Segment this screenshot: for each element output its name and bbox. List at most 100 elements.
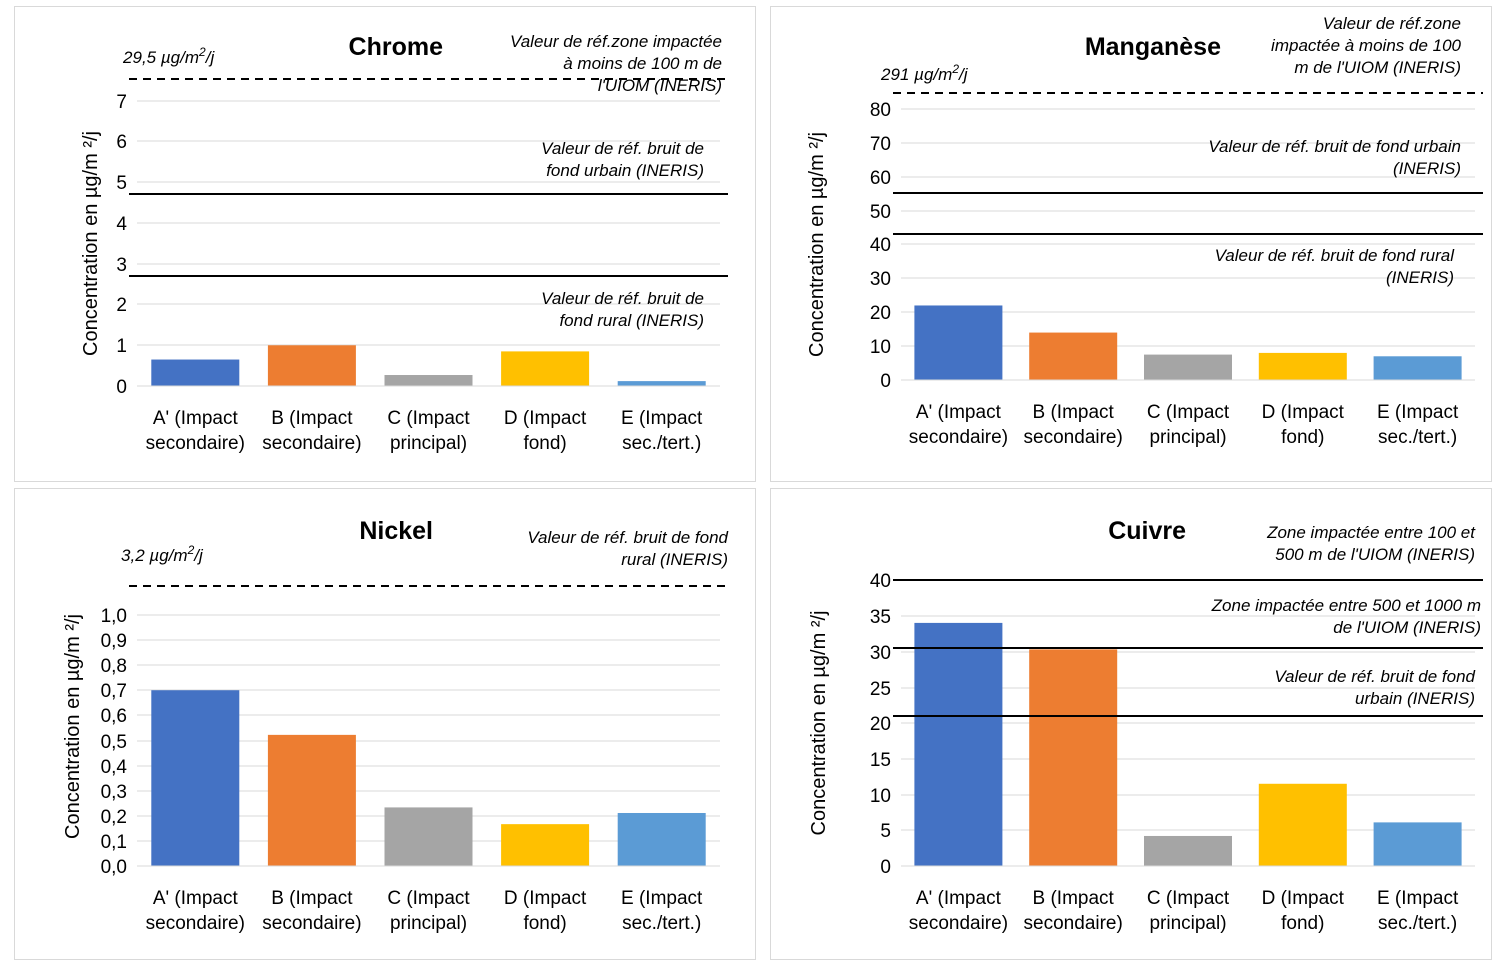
reference-line-label: Valeur de réf. bruit de fond rural (INERI… bbox=[541, 289, 704, 330]
reference-value-label: 291 µg/m2/j bbox=[880, 62, 969, 84]
bar bbox=[384, 375, 473, 386]
category-label: B (Impact secondaire) bbox=[262, 888, 361, 934]
y-axis-label: Concentration en µg/m ²/j bbox=[80, 131, 102, 356]
y-tick-label: 60 bbox=[870, 168, 891, 189]
chart-svg: 0 1 2 3 4 5 6 7 Concentration en µg/m ²/j A' (Imp… bbox=[80, 32, 728, 454]
chart-title: Nickel bbox=[359, 517, 433, 545]
bar bbox=[267, 345, 356, 386]
y-axis-label: Concentration en µg/m ²/j bbox=[806, 132, 828, 357]
y-tick-label: 30 bbox=[870, 643, 891, 664]
category-label: D (Impact fond) bbox=[504, 888, 587, 934]
chart-svg: 0,0 0,1 0,2 0,3 0,4 0,5 0,6 0,7 0,8 0,9 1,0 Concent… bbox=[62, 517, 729, 934]
bar bbox=[151, 690, 240, 866]
y-tick-label: 80 bbox=[870, 100, 891, 121]
chart-title: Manganèse bbox=[1085, 33, 1221, 61]
chart-panel-chrome: 0 1 2 3 4 5 6 7 Concentration en µg/m ²/j A' (Imp… bbox=[14, 6, 756, 482]
y-tick-label: 2 bbox=[116, 295, 127, 316]
bar bbox=[1029, 649, 1118, 866]
y-tick-label: 40 bbox=[870, 571, 891, 592]
y-tick-label: 0,3 bbox=[101, 782, 127, 803]
category-label: B (Impact secondaire) bbox=[1024, 402, 1123, 448]
y-tick-label: 20 bbox=[870, 714, 891, 735]
y-tick-label: 0 bbox=[880, 371, 891, 392]
category-label: C (Impact principal) bbox=[387, 408, 470, 454]
category-label: A' (Impact secondaire) bbox=[909, 888, 1008, 934]
y-tick-label: 0,0 bbox=[101, 857, 127, 878]
category-label: A' (Impact secondaire) bbox=[909, 402, 1008, 448]
y-tick-label: 7 bbox=[116, 92, 127, 113]
bar bbox=[501, 824, 590, 866]
reference-line-label: Valeur de réf. bruit de fond urbain (INER… bbox=[1208, 137, 1461, 178]
reference-line-label: Valeur de réf. bruit de fond rural (INERI… bbox=[527, 528, 728, 569]
category-label: D (Impact fond) bbox=[1262, 402, 1345, 448]
category-label: E (Impact sec./tert.) bbox=[1377, 888, 1459, 934]
bar bbox=[1144, 835, 1232, 866]
y-tick-label: 5 bbox=[116, 173, 127, 194]
y-tick-label: 0,1 bbox=[101, 832, 127, 853]
y-tick-label: 5 bbox=[880, 821, 891, 842]
y-tick-label: 30 bbox=[870, 269, 891, 290]
y-tick-label: 0,4 bbox=[101, 757, 128, 778]
y-tick-label: 0,6 bbox=[101, 706, 127, 727]
reference-line-label: Valeur de réf. bruit de fond urbain (INER… bbox=[1274, 667, 1475, 708]
category-label: E (Impact sec./tert.) bbox=[621, 888, 703, 934]
category-label: D (Impact fond) bbox=[504, 408, 587, 454]
reference-line-label: Valeur de réf.zone impactée à moins de 10… bbox=[1271, 14, 1461, 77]
category-label: A' (Impact secondaire) bbox=[146, 888, 245, 934]
bar bbox=[501, 351, 590, 386]
y-tick-label: 6 bbox=[116, 132, 127, 153]
y-tick-label: 0,2 bbox=[101, 807, 127, 828]
reference-value-label: 3,2 µg/m2/j bbox=[121, 543, 204, 565]
reference-value-label: 29,5 µg/m2/j bbox=[122, 45, 215, 67]
category-label: D (Impact fond) bbox=[1262, 888, 1345, 934]
bar bbox=[617, 812, 706, 866]
category-label: E (Impact sec./tert.) bbox=[1377, 402, 1459, 448]
category-label: B (Impact secondaire) bbox=[1024, 888, 1123, 934]
bar bbox=[267, 734, 356, 866]
bar bbox=[914, 622, 1003, 866]
y-tick-label: 10 bbox=[870, 337, 891, 358]
bar bbox=[384, 807, 473, 866]
y-tick-label: 15 bbox=[870, 750, 891, 771]
y-tick-label: 50 bbox=[870, 202, 891, 223]
bar bbox=[914, 305, 1003, 380]
y-tick-label: 0,7 bbox=[101, 681, 127, 702]
y-tick-label: 40 bbox=[870, 235, 891, 256]
bar bbox=[1144, 354, 1232, 380]
y-tick-label: 25 bbox=[870, 679, 891, 700]
chart-title: Cuivre bbox=[1108, 517, 1186, 545]
y-tick-label: 0,9 bbox=[101, 631, 127, 652]
category-label: E (Impact sec./tert.) bbox=[621, 408, 703, 454]
bar bbox=[1029, 332, 1118, 380]
category-label: A' (Impact secondaire) bbox=[146, 408, 245, 454]
chart-svg: 0 5 10 15 20 25 30 35 40 Concentration en µg/m ²/… bbox=[808, 517, 1483, 934]
reference-line-label: Valeur de réf. bruit de fond rural (INERI… bbox=[1215, 246, 1456, 287]
y-tick-label: 1,0 bbox=[101, 606, 127, 627]
y-tick-label: 0,5 bbox=[101, 732, 127, 753]
bar bbox=[1258, 783, 1347, 866]
category-label: C (Impact principal) bbox=[1147, 402, 1230, 448]
y-tick-label: 1 bbox=[116, 336, 127, 357]
y-tick-label: 35 bbox=[870, 607, 891, 628]
y-tick-label: 4 bbox=[116, 214, 127, 235]
y-axis-label: Concentration en µg/m ²/j bbox=[808, 611, 830, 836]
category-label: C (Impact principal) bbox=[387, 888, 470, 934]
bar bbox=[617, 381, 706, 386]
reference-line-label: Zone impactée entre 500 et 1000 m de l'UI… bbox=[1211, 596, 1481, 637]
y-tick-label: 20 bbox=[870, 303, 891, 324]
reference-line-label: Valeur de réf. bruit de fond urbain (INER… bbox=[541, 139, 704, 180]
chart-panel-cuivre: 0 5 10 15 20 25 30 35 40 Concentration en µg/m ²/… bbox=[770, 488, 1492, 960]
category-label: C (Impact principal) bbox=[1147, 888, 1230, 934]
chart-panel-manganese: 0 10 20 30 40 50 60 70 80 Concentration en µg/m ²… bbox=[770, 6, 1492, 482]
y-axis-label: Concentration en µg/m ²/j bbox=[62, 614, 84, 839]
bar bbox=[1373, 822, 1462, 866]
bar bbox=[1258, 352, 1347, 380]
chart-title: Chrome bbox=[349, 33, 444, 61]
y-tick-label: 0,8 bbox=[101, 656, 127, 677]
bar bbox=[1373, 356, 1462, 380]
y-tick-label: 0 bbox=[880, 857, 891, 878]
y-tick-label: 10 bbox=[870, 786, 891, 807]
bar bbox=[151, 359, 240, 386]
reference-line-label: Zone impactée entre 100 et 500 m de l'UIO… bbox=[1266, 523, 1476, 564]
chart-svg: 0 10 20 30 40 50 60 70 80 Concentration en µg/m ²… bbox=[806, 14, 1483, 448]
